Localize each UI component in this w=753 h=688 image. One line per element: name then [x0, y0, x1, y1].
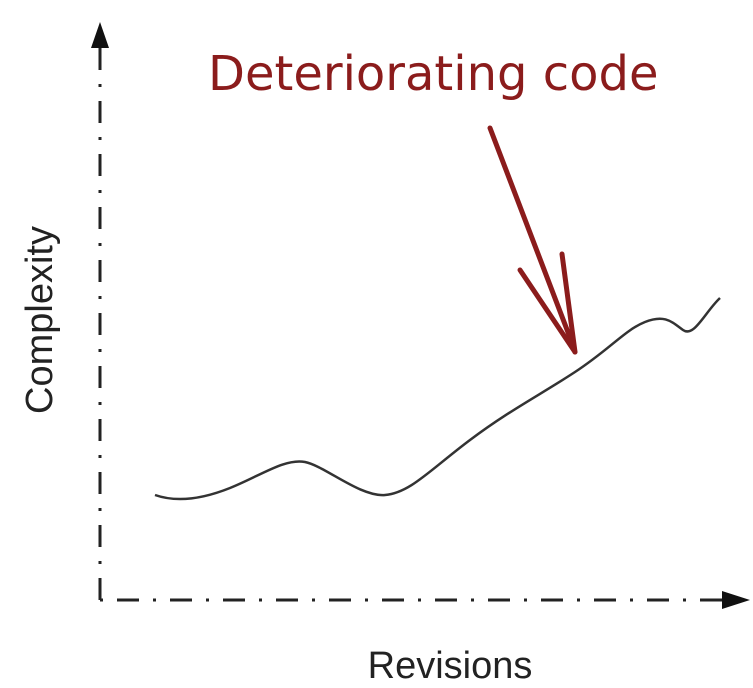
annotation-arrow — [487, 125, 578, 355]
complexity-curve — [154, 297, 721, 501]
y-axis-arrow — [91, 22, 109, 48]
annotation: Deteriorating code — [208, 46, 659, 102]
x-axis-label: Revisions — [368, 645, 533, 687]
y-axis-label: Complexity — [19, 226, 61, 414]
x-axis-arrow — [722, 591, 750, 609]
